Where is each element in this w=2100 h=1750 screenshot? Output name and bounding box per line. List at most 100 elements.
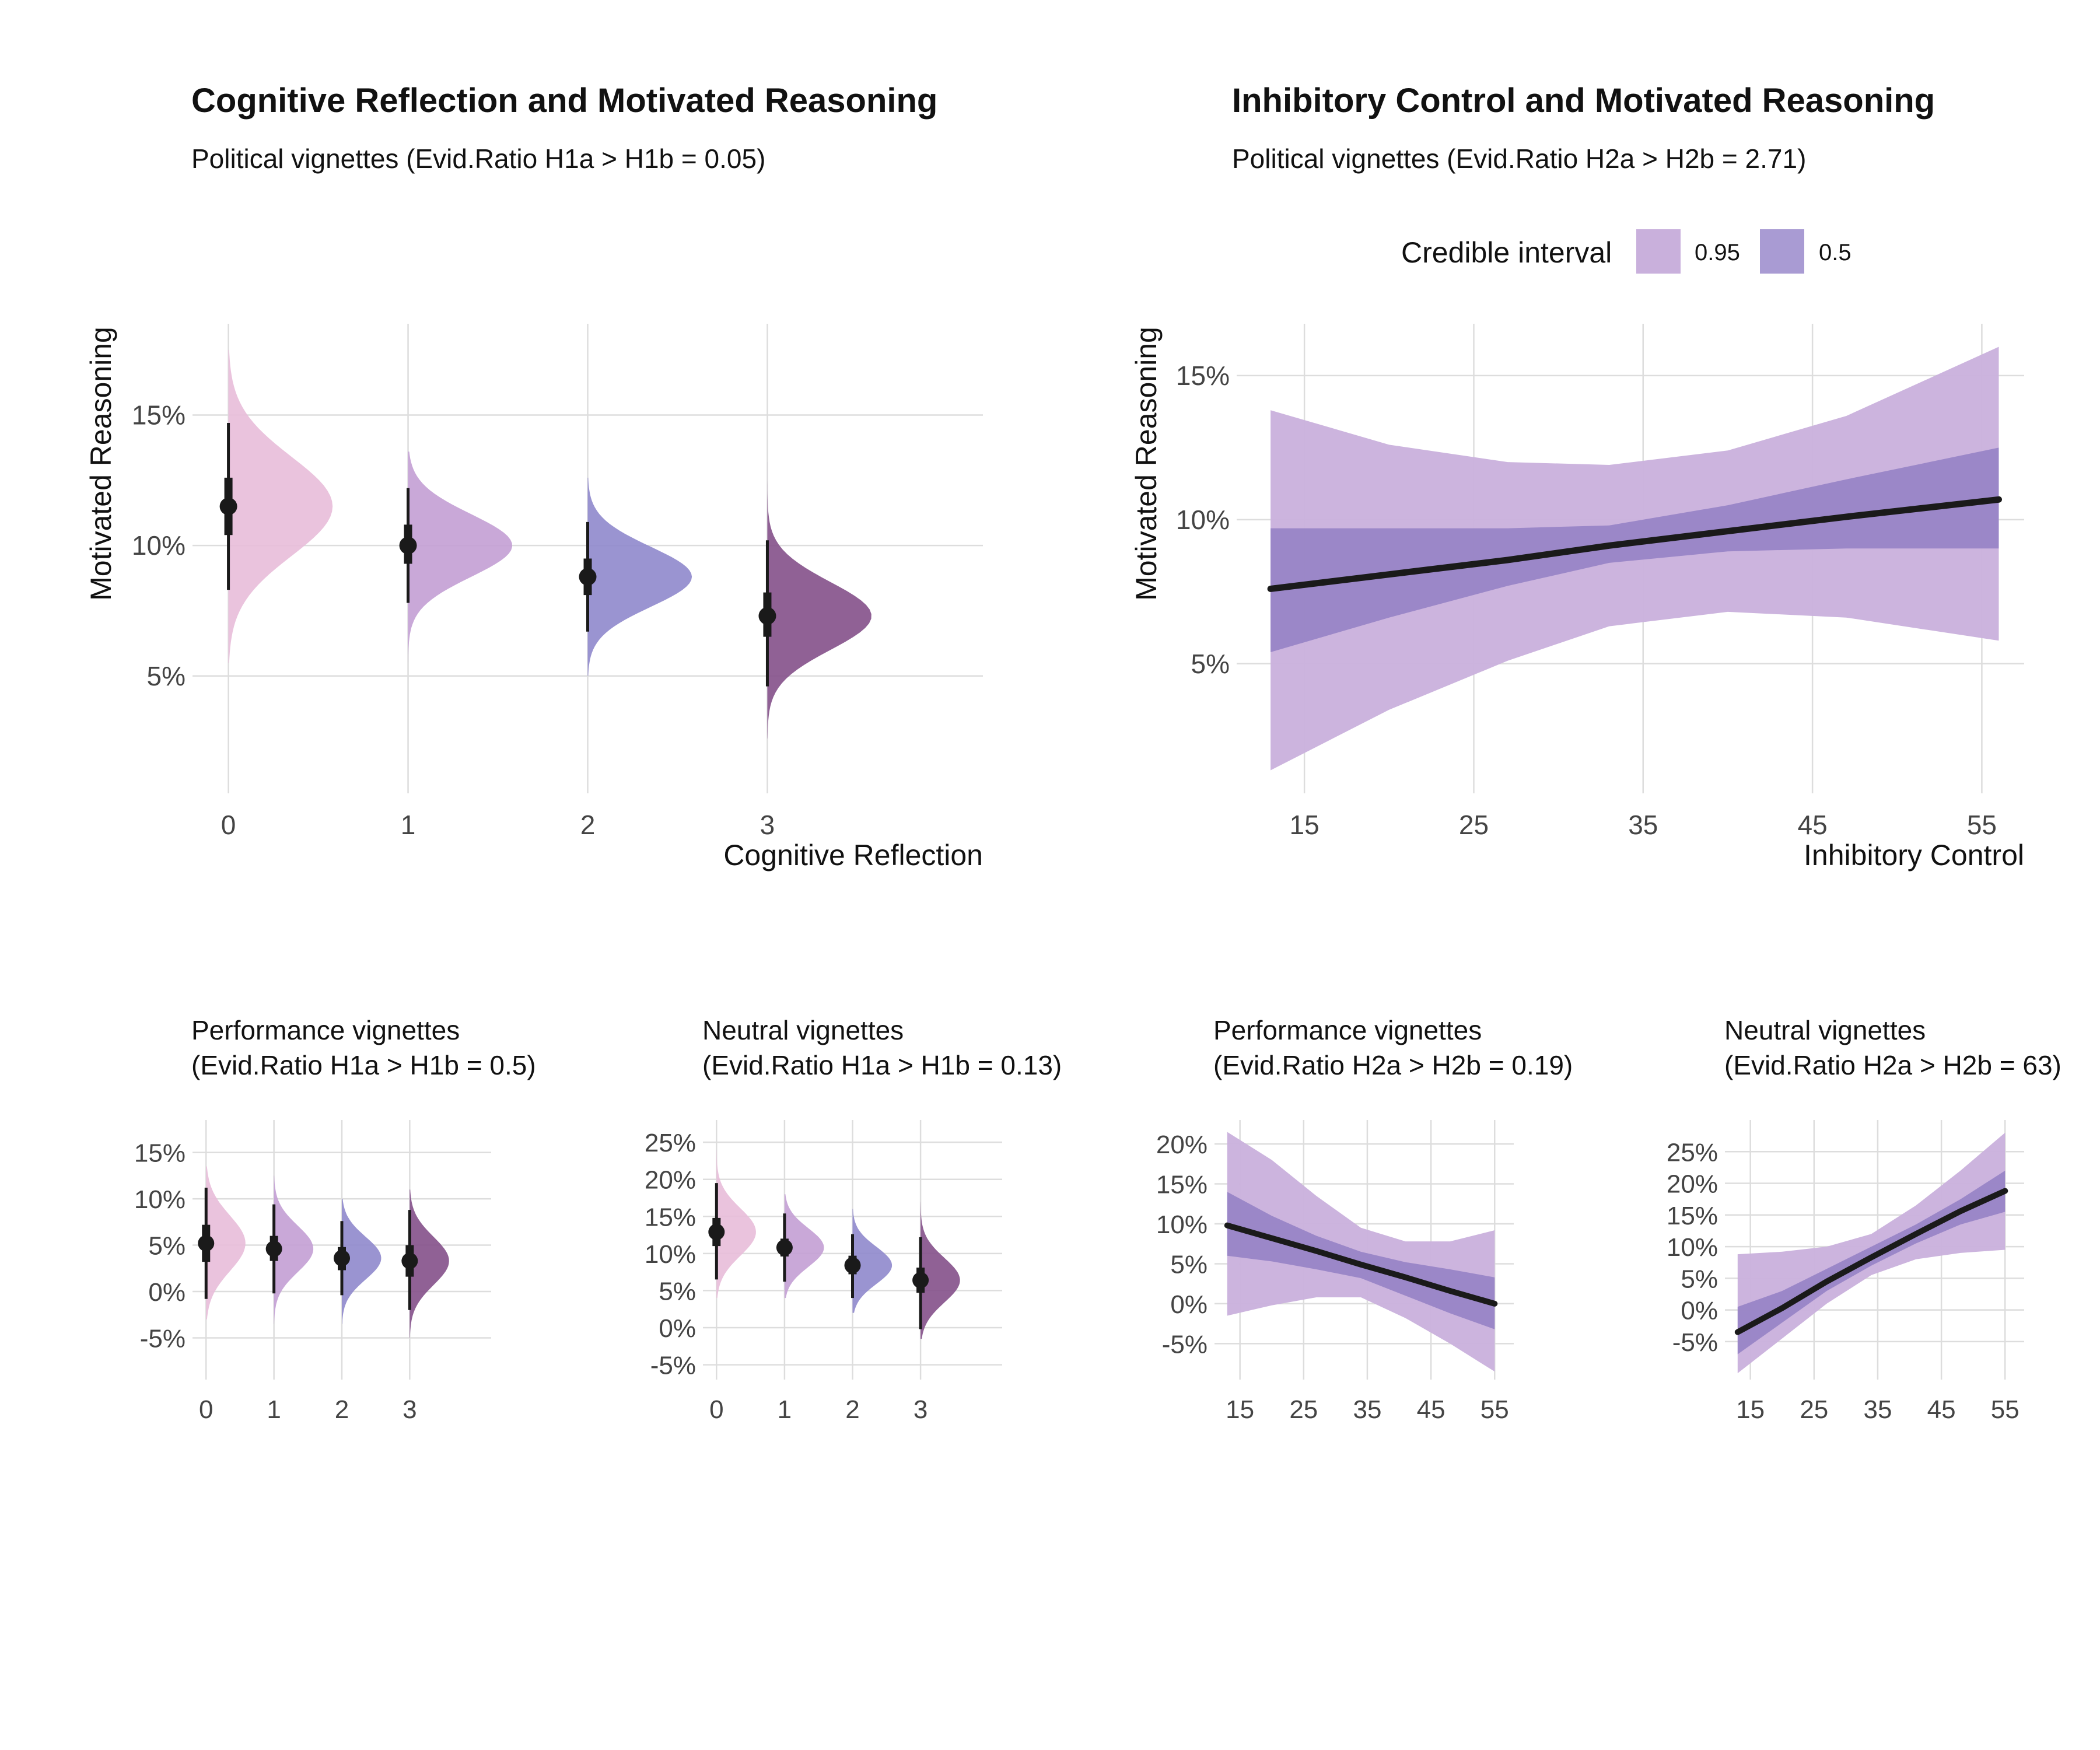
legend-title: Credible interval (1401, 236, 1612, 269)
x-tick-label: 2 (580, 810, 596, 840)
x-tick-label: 2 (845, 1395, 859, 1424)
violin-1 (784, 1194, 824, 1298)
mean-point-1 (265, 1240, 282, 1257)
violin-0 (228, 349, 333, 663)
y-tick-label: 20% (1667, 1170, 1718, 1199)
y-tick-label: 10% (1156, 1210, 1208, 1239)
mean-point-0 (219, 498, 237, 516)
violin-2 (852, 1209, 892, 1313)
y-tick-label: -5% (650, 1352, 696, 1380)
x-axis-label: Inhibitory Control (1804, 839, 2024, 872)
mean-point-0 (708, 1223, 725, 1240)
violin-0 (716, 1149, 756, 1298)
x-tick-label: 3 (914, 1395, 928, 1424)
y-tick-label: -5% (1162, 1330, 1208, 1359)
y-tick-label: 5% (1681, 1265, 1718, 1293)
mean-point-2 (844, 1257, 861, 1274)
x-tick-label: 25 (1800, 1395, 1828, 1424)
x-tick-label: 15 (1736, 1395, 1765, 1424)
y-tick-label: 5% (659, 1277, 696, 1306)
panel-ic-performance-subtitle-line2: (Evid.Ratio H2a > H2b = 0.19) (1213, 1050, 1573, 1080)
y-tick-label: 0% (659, 1314, 696, 1343)
mean-line (1267, 496, 2002, 592)
mean-point-3 (758, 607, 776, 625)
ci50-band (1227, 1192, 1495, 1329)
x-tick-label: 3 (402, 1395, 416, 1424)
panel-ic-neutral-subtitle-line1: Neutral vignettes (1724, 1015, 1926, 1045)
y-tick-label: 20% (1156, 1130, 1208, 1159)
x-tick-label: 2 (335, 1395, 349, 1424)
y-tick-label: 0% (1681, 1297, 1718, 1325)
x-tick-label: 3 (760, 810, 775, 840)
panel-ic-neutral-subtitle-line2: (Evid.Ratio H2a > H2b = 63) (1724, 1050, 2062, 1080)
violin-0 (206, 1166, 246, 1320)
x-tick-label: 25 (1289, 1395, 1318, 1424)
y-tick-label: 5% (1191, 649, 1230, 679)
y-tick-label: 15% (1176, 360, 1230, 391)
y-tick-label: 0% (148, 1278, 186, 1307)
legend-swatch-05 (1760, 229, 1804, 274)
panel-cr-performance-subtitle-line2: (Evid.Ratio H1a > H1b = 0.5) (191, 1050, 536, 1080)
y-tick-label: 25% (1667, 1138, 1718, 1167)
x-tick-label: 15 (1290, 810, 1320, 840)
legend: Credible interval 0.95 0.5 (1401, 229, 1852, 274)
panel-cr-neutral-subtitle-line2: (Evid.Ratio H1a > H1b = 0.13) (702, 1050, 1062, 1080)
x-tick-label: 35 (1863, 1395, 1892, 1424)
x-tick-label: 0 (709, 1395, 723, 1424)
x-tick-label: 35 (1353, 1395, 1381, 1424)
y-axis-label: Motivated Reasoning (1130, 327, 1163, 601)
mean-point-1 (399, 537, 417, 555)
x-tick-label: 55 (1991, 1395, 2020, 1424)
mean-point-3 (912, 1272, 929, 1289)
y-tick-label: 15% (1156, 1171, 1208, 1199)
panel-ic-political-title: Inhibitory Control and Motivated Reasoni… (1232, 82, 1935, 120)
y-tick-label: 10% (645, 1240, 696, 1269)
violin-3 (921, 1201, 960, 1339)
mean-point-0 (198, 1235, 215, 1252)
panel-ic-neutral: -5% 0% 5% 10% 15% 20% 25% 15 25 35 45 55 (1667, 1120, 2024, 1424)
y-tick-label: -5% (1672, 1328, 1718, 1357)
violin-1 (408, 452, 512, 663)
panel-ic-performance: -5% 0% 5% 10% 15% 20% 15 25 35 45 55 (1156, 1120, 1514, 1424)
mean-point-2 (334, 1250, 350, 1266)
y-tick-label: 10% (1176, 505, 1230, 535)
y-tick-label: 15% (134, 1139, 186, 1168)
x-tick-label: 15 (1226, 1395, 1254, 1424)
panel-cr-performance: -5% 0% 5% 10% 15% 0 1 2 3 (134, 1120, 491, 1424)
y-tick-label: 15% (1667, 1202, 1718, 1230)
mean-point-1 (776, 1239, 793, 1256)
legend-label-05: 0.5 (1819, 240, 1852, 265)
x-tick-label: 55 (1480, 1395, 1509, 1424)
x-tick-label: 25 (1459, 810, 1489, 840)
violin-3 (410, 1189, 449, 1338)
violin-2 (587, 477, 692, 676)
ci50-band (1270, 447, 1999, 652)
y-tick-label: 15% (645, 1203, 696, 1231)
x-tick-label: 55 (1967, 810, 1997, 840)
y-axis-label: Motivated Reasoning (85, 327, 117, 601)
y-tick-label: 10% (132, 530, 186, 561)
y-tick-label: 10% (134, 1185, 186, 1214)
y-tick-label: 10% (1667, 1233, 1718, 1262)
mean-line (1224, 1222, 1498, 1307)
ci95-band (1227, 1132, 1495, 1372)
x-tick-label: 0 (221, 810, 236, 840)
y-tick-label: 5% (148, 1232, 186, 1261)
x-tick-label: 45 (1417, 1395, 1446, 1424)
panel-cr-political-subtitle: Political vignettes (Evid.Ratio H1a > H1… (191, 144, 765, 174)
x-tick-label: 45 (1927, 1395, 1956, 1424)
panel-ic-performance-subtitle-line1: Performance vignettes (1213, 1015, 1482, 1045)
y-tick-label: 0% (1170, 1290, 1208, 1319)
x-tick-label: 1 (401, 810, 416, 840)
panel-cr-neutral-subtitle-line1: Neutral vignettes (702, 1015, 904, 1045)
y-tick-label: 15% (132, 400, 186, 430)
legend-swatch-095 (1636, 229, 1681, 274)
mean-point-2 (579, 568, 597, 586)
panel-cr-neutral: -5% 0% 5% 10% 15% 20% 25% 0 1 2 3 (645, 1120, 1002, 1424)
y-tick-label: 5% (147, 661, 186, 691)
panel-ic-political-subtitle: Political vignettes (Evid.Ratio H2a > H2… (1232, 144, 1806, 174)
